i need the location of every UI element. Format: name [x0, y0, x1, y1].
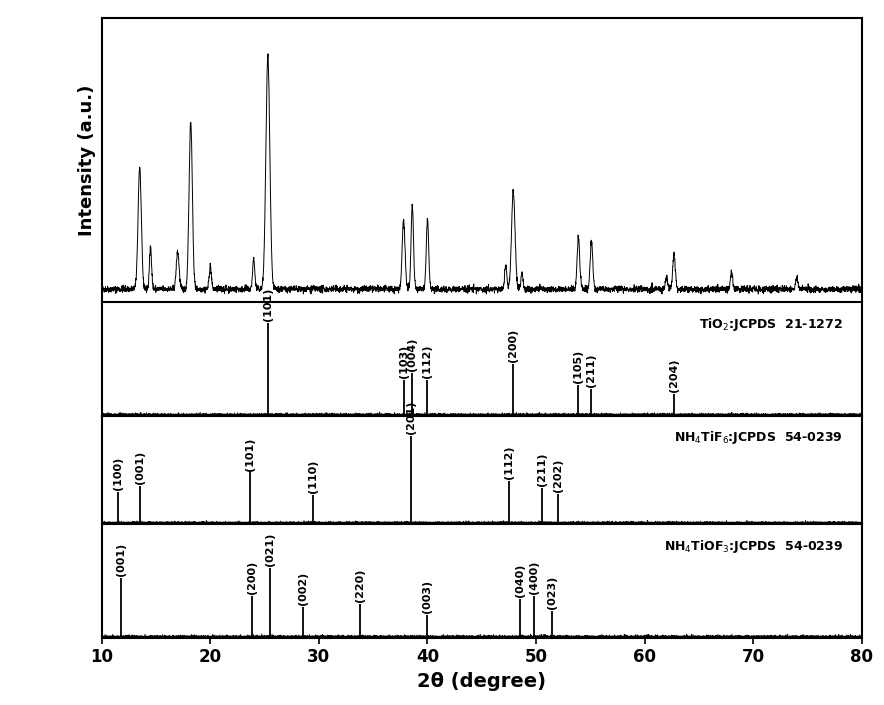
Text: (211): (211) — [537, 453, 546, 486]
Text: (001): (001) — [134, 451, 145, 484]
Text: NH$_4$TiF$_6$:JCPDS  54-0239: NH$_4$TiF$_6$:JCPDS 54-0239 — [674, 429, 843, 446]
Text: (200): (200) — [508, 329, 518, 362]
Text: (112): (112) — [423, 344, 432, 378]
Text: (103): (103) — [399, 345, 408, 378]
Text: (220): (220) — [355, 568, 365, 602]
Text: (023): (023) — [547, 575, 558, 609]
Text: (105): (105) — [574, 350, 583, 384]
Text: NH$_4$TiOF$_3$:JCPDS  54-0239: NH$_4$TiOF$_3$:JCPDS 54-0239 — [664, 538, 843, 555]
Text: (204): (204) — [669, 359, 679, 393]
Text: (100): (100) — [113, 458, 123, 491]
Text: (040): (040) — [514, 564, 525, 597]
X-axis label: 2θ (degree): 2θ (degree) — [417, 672, 546, 691]
Text: (101): (101) — [263, 288, 273, 321]
Text: (001): (001) — [116, 543, 126, 576]
Text: (003): (003) — [423, 580, 432, 613]
Text: (112): (112) — [504, 446, 514, 479]
Text: (200): (200) — [247, 561, 256, 594]
Text: (201): (201) — [406, 401, 416, 434]
Text: (202): (202) — [552, 459, 563, 492]
Text: (211): (211) — [586, 353, 597, 387]
Text: (021): (021) — [265, 533, 275, 566]
Y-axis label: Intensity (a.u.): Intensity (a.u.) — [78, 84, 96, 235]
Text: (004): (004) — [408, 338, 417, 372]
Text: (110): (110) — [309, 460, 318, 493]
Text: TiO$_2$:JCPDS  21-1272: TiO$_2$:JCPDS 21-1272 — [699, 316, 843, 333]
Text: (400): (400) — [529, 560, 539, 594]
Text: (002): (002) — [298, 572, 308, 605]
Text: (101): (101) — [246, 437, 255, 470]
